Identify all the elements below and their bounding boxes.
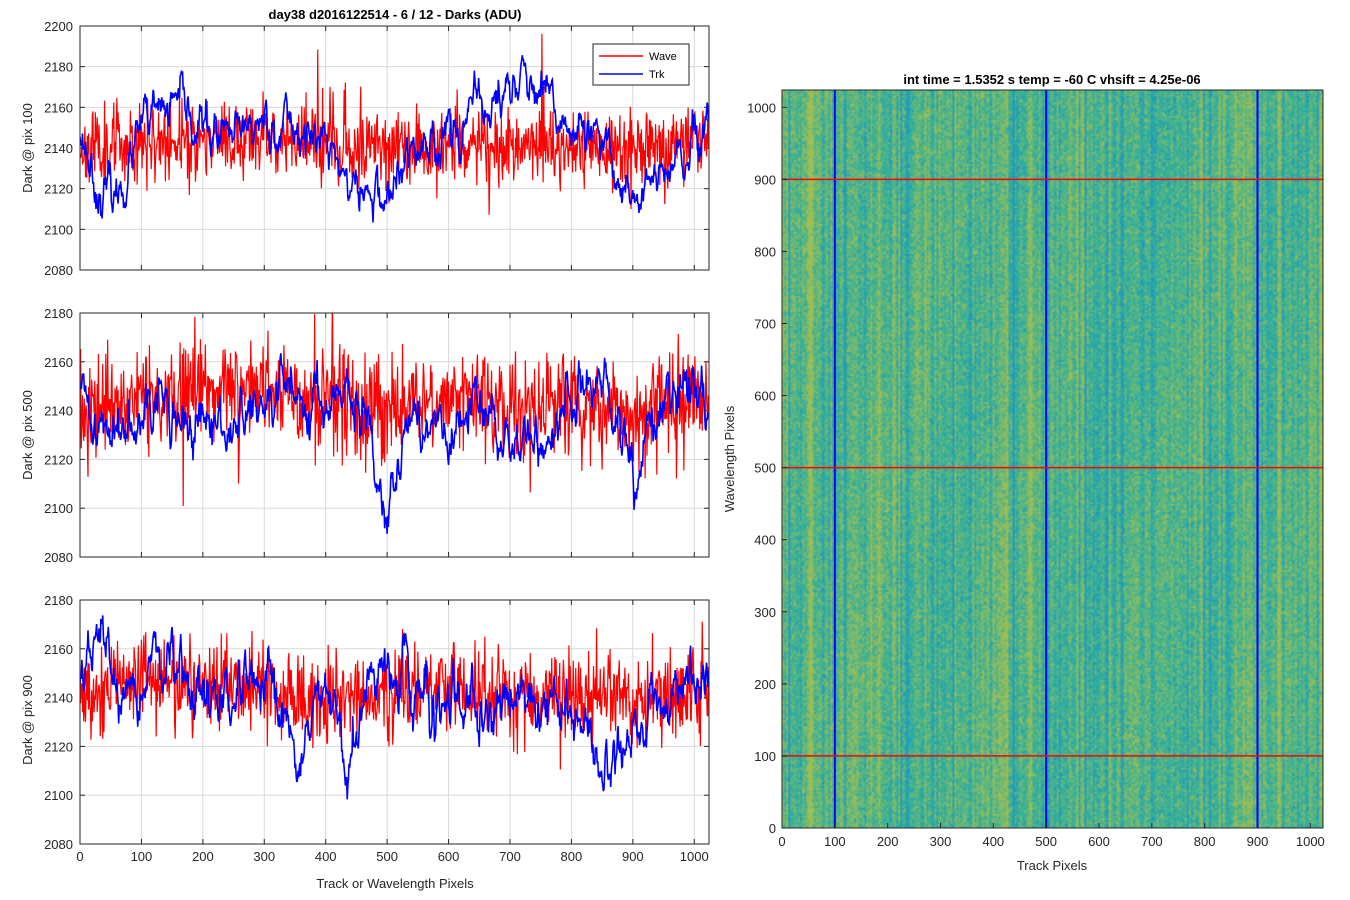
x-tick-label: 800 — [561, 849, 583, 864]
x-tick-label: 400 — [315, 849, 337, 864]
series-line-wave — [80, 33, 709, 215]
y-tick-label: 2140 — [44, 141, 73, 156]
x-tick-label: 600 — [1088, 834, 1110, 849]
x-tick-label: 500 — [1035, 834, 1057, 849]
y-tick-label: 2100 — [44, 788, 73, 803]
heatmap-title: int time = 1.5352 s temp = -60 C vhsift … — [903, 72, 1200, 87]
y-tick-label: 400 — [754, 533, 776, 548]
legend-label-wave: Wave — [649, 51, 677, 63]
x-tick-label: 1000 — [1296, 834, 1325, 849]
x-tick-label: 800 — [1194, 834, 1216, 849]
x-tick-label: 200 — [877, 834, 899, 849]
legend: Wave Trk — [592, 43, 690, 86]
y-axis-label-pix500: Dark @ pix 500 — [20, 390, 35, 480]
y-tick-label: 0 — [769, 821, 776, 836]
x-tick-label: 1000 — [680, 849, 709, 864]
x-tick-label: 0 — [778, 834, 785, 849]
y-tick-label: 2160 — [44, 642, 73, 657]
series-line-wave — [80, 313, 709, 506]
dark-pix-500-plot: 2080 2100 2120 2140 2160 2180 Dark @ pix 500 — [20, 306, 710, 565]
y-tick-label: 2100 — [44, 222, 73, 237]
x-tick-label: 900 — [1247, 834, 1269, 849]
series-line-trk — [80, 353, 709, 534]
legend-label-trk: Trk — [649, 69, 665, 81]
dark-pix-100-plot: 2080 2100 2120 2140 2160 2180 2200 day38 d2016… — [20, 7, 710, 278]
y-tick-label: 2200 — [44, 19, 73, 34]
heatmap-x-axis-label: Track Pixels — [1017, 858, 1088, 873]
heatmap-raster — [782, 90, 1323, 828]
x-tick-label: 600 — [438, 849, 460, 864]
grid-and-ticks: 2080 2100 2120 2140 2160 2180 — [44, 306, 709, 565]
y-tick-label: 2180 — [44, 593, 73, 608]
y-tick-label: 900 — [754, 172, 776, 187]
y-axis-label-pix900: Dark @ pix 900 — [20, 675, 35, 765]
x-tick-label: 100 — [824, 834, 846, 849]
y-tick-label: 2140 — [44, 404, 73, 419]
plot-frame — [79, 599, 710, 845]
y-tick-label: 300 — [754, 605, 776, 620]
y-tick-label: 2180 — [44, 60, 73, 75]
y-axis-label-pix100: Dark @ pix 100 — [20, 103, 35, 193]
x-tick-label: 200 — [192, 849, 214, 864]
y-tick-label: 2160 — [44, 355, 73, 370]
y-tick-label: 2120 — [44, 739, 73, 754]
y-tick-label: 700 — [754, 317, 776, 332]
y-tick-label: 2120 — [44, 182, 73, 197]
y-tick-label: 2080 — [44, 263, 73, 278]
x-tick-label: 0 — [76, 849, 83, 864]
dark-frame-heatmap: int time = 1.5352 s temp = -60 C vhsift … — [722, 72, 1325, 873]
y-tick-label: 2180 — [44, 306, 73, 321]
y-tick-label: 2140 — [44, 691, 73, 706]
x-tick-label: 700 — [1141, 834, 1163, 849]
x-tick-label: 300 — [930, 834, 952, 849]
y-tick-label: 2120 — [44, 452, 73, 467]
y-tick-label: 100 — [754, 749, 776, 764]
y-tick-label: 2160 — [44, 100, 73, 115]
heatmap-frame — [781, 89, 1324, 829]
y-tick-label: 600 — [754, 389, 776, 404]
x-tick-label: 300 — [253, 849, 275, 864]
y-tick-label: 800 — [754, 244, 776, 259]
y-tick-label: 1000 — [747, 100, 776, 115]
heatmap-y-axis-label: Wavelength Pixels — [722, 405, 737, 512]
x-tick-label: 500 — [376, 849, 398, 864]
x-tick-label: 400 — [982, 834, 1004, 849]
x-tick-label: 100 — [131, 849, 153, 864]
y-tick-label: 500 — [754, 461, 776, 476]
figure-title: day38 d2016122514 - 6 / 12 - Darks (ADU) — [269, 7, 522, 22]
plot-frame — [79, 312, 710, 558]
legend-box — [592, 43, 690, 86]
dark-pix-900-plot: 0 100 200 300 400 500 600 700 800 900 1000 2080 2100… — [20, 593, 710, 891]
y-tick-label: 200 — [754, 677, 776, 692]
x-tick-label: 900 — [622, 849, 644, 864]
y-tick-label: 2080 — [44, 550, 73, 565]
grid-and-ticks: 0 100 200 300 400 500 600 700 800 900 1000 2080 2100… — [44, 593, 709, 864]
x-tick-label: 700 — [499, 849, 521, 864]
series-line-trk — [80, 55, 709, 223]
series-line-trk — [80, 615, 709, 800]
y-tick-label: 2100 — [44, 501, 73, 516]
plot-frame — [79, 25, 710, 271]
y-tick-label: 2080 — [44, 837, 73, 852]
x-axis-label-left: Track or Wavelength Pixels — [316, 876, 474, 891]
